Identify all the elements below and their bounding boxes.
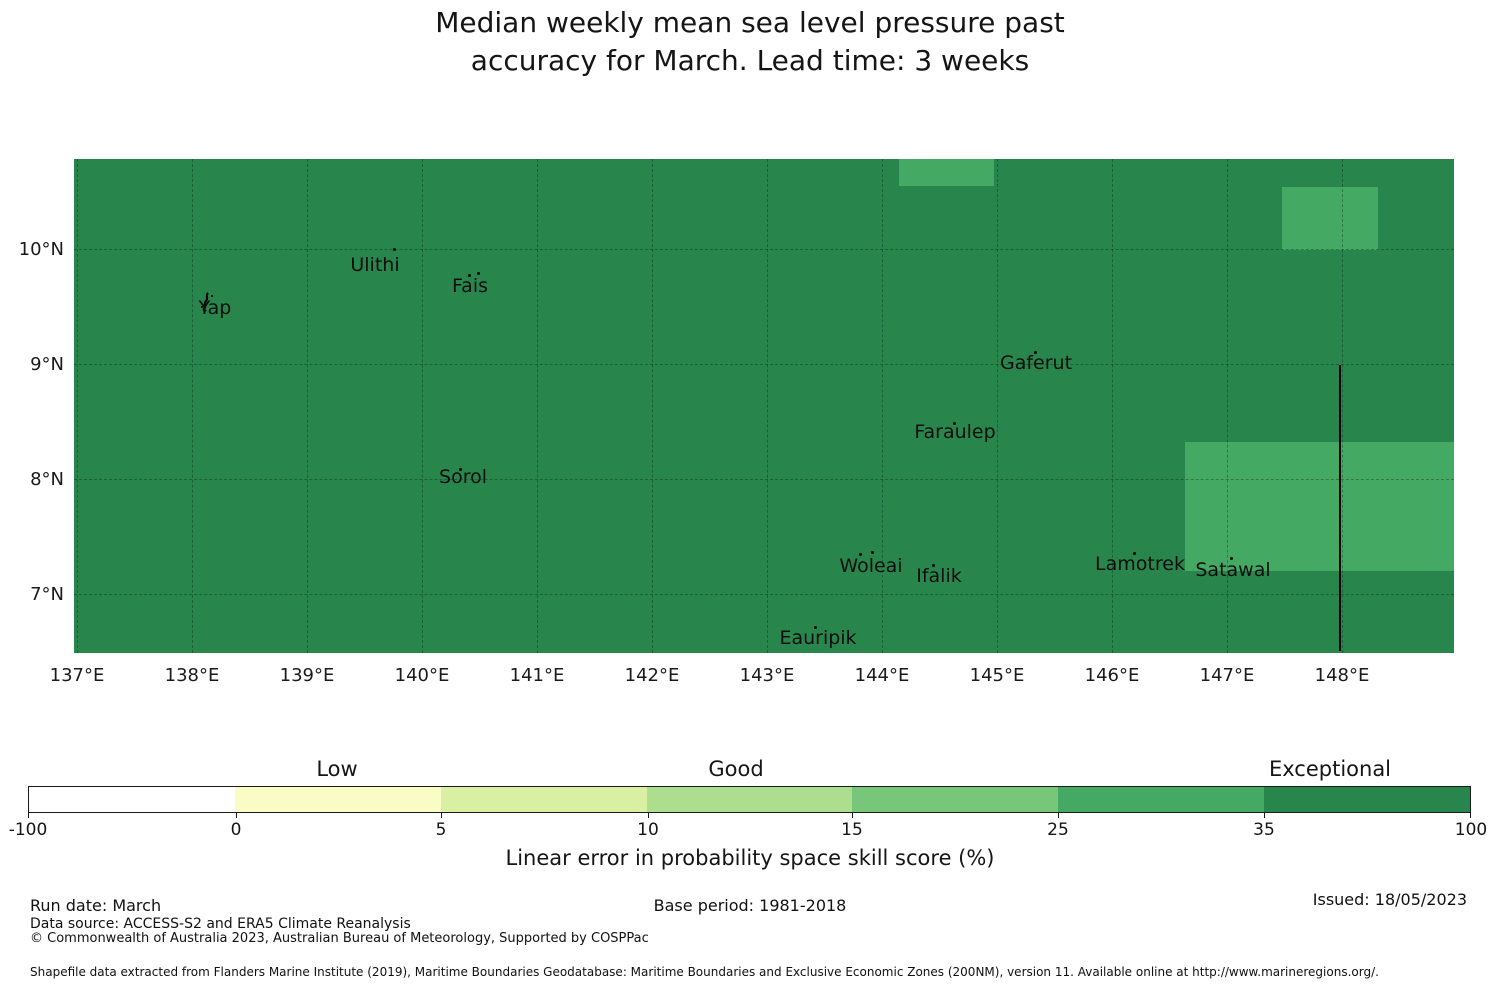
colorbar-tick-35: 35 — [1253, 820, 1275, 840]
colorbar-segment-5 — [852, 787, 1059, 812]
xtick-144e: 144°E — [854, 665, 910, 686]
gridline-141e — [537, 159, 538, 653]
gridline-137e — [77, 159, 78, 653]
colorbar-segment-1 — [29, 787, 235, 812]
data-source-text: Data source: ACCESS-S2 and ERA5 Climate … — [30, 916, 411, 932]
xtick-142e: 142°E — [624, 665, 680, 686]
colorbar-category-exceptional: Exceptional — [1268, 757, 1392, 781]
woleai-island-marker2 — [871, 551, 874, 554]
colorbar-tickmark — [1470, 813, 1471, 818]
ytick-8n: 8°N — [30, 469, 64, 490]
colorbar-axis-label: Linear error in probability space skill … — [505, 846, 995, 870]
island-label-gaferut: Gaferut — [999, 352, 1073, 374]
fais-island-marker — [468, 274, 471, 277]
xtick-145e: 145°E — [969, 665, 1025, 686]
ifalik-island-marker — [932, 564, 935, 567]
gridline-142e — [652, 159, 653, 653]
colorbar-segment-4 — [646, 787, 853, 812]
xtick-140e: 140°E — [394, 665, 450, 686]
colorbar-tickmark — [441, 813, 442, 818]
island-label-sorol: Sorol — [439, 466, 487, 488]
chart-title-line2: accuracy for March. Lead time: 3 weeks — [470, 44, 1030, 77]
colorbar-tick-0: 0 — [230, 820, 242, 840]
faraulep-island-marker — [953, 422, 956, 425]
gridline-9n — [74, 364, 1454, 365]
colorbar-tick-10: 10 — [637, 820, 659, 840]
yap-island-shape — [200, 292, 214, 312]
island-label-woleai: Woleai — [839, 555, 903, 577]
colorbar-segment-3 — [440, 787, 647, 812]
shapefile-note-text: Shapefile data extracted from Flanders M… — [30, 965, 1379, 979]
xtick-139e: 139°E — [279, 665, 335, 686]
colorbar-tickmark — [236, 813, 237, 818]
colorbar-tickmark — [28, 813, 29, 818]
ytick-10n: 10°N — [18, 239, 64, 260]
island-label-satawal: Satawal — [1195, 559, 1271, 581]
colorbar — [28, 786, 1471, 813]
satawal-island-marker — [1230, 557, 1233, 560]
xtick-138e: 138°E — [164, 665, 220, 686]
colorbar-tickmark — [648, 813, 649, 818]
colorbar-category-low: Low — [316, 757, 358, 781]
ytick-9n: 9°N — [30, 354, 64, 375]
gridline-144e — [882, 159, 883, 653]
ytick-7n: 7°N — [30, 584, 64, 605]
colorbar-tickmark — [1264, 813, 1265, 818]
colorbar-segment-6 — [1058, 787, 1265, 812]
xtick-141e: 141°E — [509, 665, 565, 686]
issued-date-text: Issued: 18/05/2023 — [1312, 890, 1467, 909]
fais-island-marker2 — [477, 272, 480, 275]
lamotrek-island-marker — [1133, 552, 1136, 555]
colorbar-category-good: Good — [708, 757, 764, 781]
skill-patch-north — [899, 159, 994, 186]
gridline-138e — [192, 159, 193, 653]
gridline-140e — [422, 159, 423, 653]
colorbar-tickmark — [1058, 813, 1059, 818]
eez-boundary-line — [1339, 365, 1341, 651]
colorbar-tick-neg100: -100 — [8, 820, 48, 840]
island-label-faraulep: Faraulep — [914, 421, 996, 443]
colorbar-tick-25: 25 — [1047, 820, 1069, 840]
base-period-text: Base period: 1981-2018 — [653, 896, 847, 915]
island-label-ifalik: Ifalik — [916, 565, 962, 587]
ulithi-island-marker — [393, 248, 396, 251]
run-date-text: Run date: March — [30, 896, 162, 915]
island-label-lamotrek: Lamotrek — [1095, 553, 1185, 575]
colorbar-tickmark — [852, 813, 853, 818]
gridline-148e — [1342, 159, 1343, 653]
colorbar-segment-2 — [234, 787, 441, 812]
woleai-island-marker — [859, 553, 862, 556]
colorbar-tick-100: 100 — [1454, 820, 1488, 840]
xtick-143e: 143°E — [739, 665, 795, 686]
chart-title: Median weekly mean sea level pressure pa… — [0, 4, 1500, 80]
island-label-ulithi: Ulithi — [350, 254, 400, 276]
island-label-fais: Fais — [451, 275, 489, 297]
xtick-148e: 148°E — [1314, 665, 1370, 686]
gridline-145e — [997, 159, 998, 653]
chart-title-line1: Median weekly mean sea level pressure pa… — [435, 6, 1065, 39]
gridline-139e — [307, 159, 308, 653]
eauripik-island-marker — [814, 626, 817, 629]
skill-patch-east — [1185, 442, 1454, 571]
gridline-147e — [1227, 159, 1228, 653]
colorbar-tick-15: 15 — [841, 820, 863, 840]
sorol-island-marker — [459, 468, 462, 471]
colorbar-segment-7 — [1264, 787, 1471, 812]
xtick-146e: 146°E — [1084, 665, 1140, 686]
xtick-137e: 137°E — [49, 665, 105, 686]
gridline-143e — [767, 159, 768, 653]
copyright-text: © Commonwealth of Australia 2023, Austra… — [30, 931, 649, 946]
gridline-8n — [74, 479, 1454, 480]
xtick-147e: 147°E — [1199, 665, 1255, 686]
island-label-eauripik: Eauripik — [779, 627, 857, 649]
gaferut-island-marker — [1034, 351, 1037, 354]
skill-patch-northeast — [1282, 187, 1378, 250]
gridline-10n — [74, 249, 1454, 250]
colorbar-tick-5: 5 — [435, 820, 447, 840]
island-label-yap: Yap — [198, 297, 232, 319]
gridline-146e — [1112, 159, 1113, 653]
gridline-7n — [74, 594, 1454, 595]
